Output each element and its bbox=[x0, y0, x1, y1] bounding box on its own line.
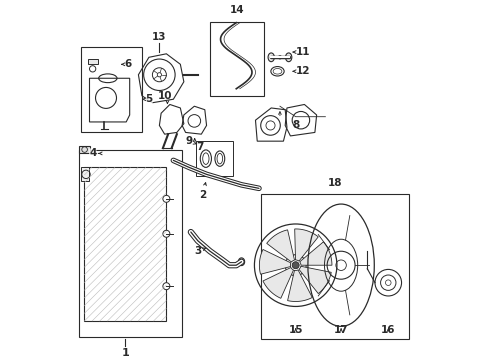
Ellipse shape bbox=[286, 53, 292, 62]
Bar bbox=[261, 194, 409, 339]
Circle shape bbox=[163, 283, 170, 290]
Bar bbox=[79, 150, 182, 337]
Text: 11: 11 bbox=[295, 47, 310, 57]
Text: 16: 16 bbox=[381, 325, 395, 335]
Text: 14: 14 bbox=[230, 5, 245, 15]
Bar bbox=[196, 141, 233, 176]
Ellipse shape bbox=[238, 258, 245, 266]
Polygon shape bbox=[300, 242, 332, 265]
Text: 9: 9 bbox=[186, 136, 193, 146]
Bar bbox=[81, 167, 90, 181]
Text: 6: 6 bbox=[124, 59, 132, 69]
Polygon shape bbox=[259, 249, 291, 274]
Ellipse shape bbox=[268, 53, 274, 62]
Polygon shape bbox=[299, 266, 331, 294]
Polygon shape bbox=[294, 229, 319, 261]
Text: 5: 5 bbox=[146, 94, 153, 104]
Text: 18: 18 bbox=[328, 178, 342, 188]
Polygon shape bbox=[263, 267, 294, 298]
Circle shape bbox=[163, 195, 170, 202]
Bar bbox=[210, 22, 264, 96]
Text: 12: 12 bbox=[295, 66, 310, 76]
Text: 10: 10 bbox=[157, 91, 172, 101]
Text: 1: 1 bbox=[122, 348, 129, 358]
Bar bbox=[81, 47, 142, 132]
Text: 17: 17 bbox=[334, 325, 348, 335]
Text: 8: 8 bbox=[292, 121, 299, 130]
Polygon shape bbox=[267, 230, 294, 262]
Bar bbox=[88, 59, 98, 64]
Text: 4: 4 bbox=[89, 148, 97, 158]
Text: 3: 3 bbox=[194, 246, 201, 256]
Text: 2: 2 bbox=[199, 190, 207, 200]
Text: 15: 15 bbox=[289, 325, 303, 335]
Polygon shape bbox=[288, 270, 312, 302]
Bar bbox=[79, 146, 90, 153]
Circle shape bbox=[292, 262, 299, 269]
Bar bbox=[84, 167, 167, 321]
Circle shape bbox=[163, 230, 170, 237]
Text: 7: 7 bbox=[196, 142, 203, 152]
Text: 13: 13 bbox=[152, 32, 167, 42]
